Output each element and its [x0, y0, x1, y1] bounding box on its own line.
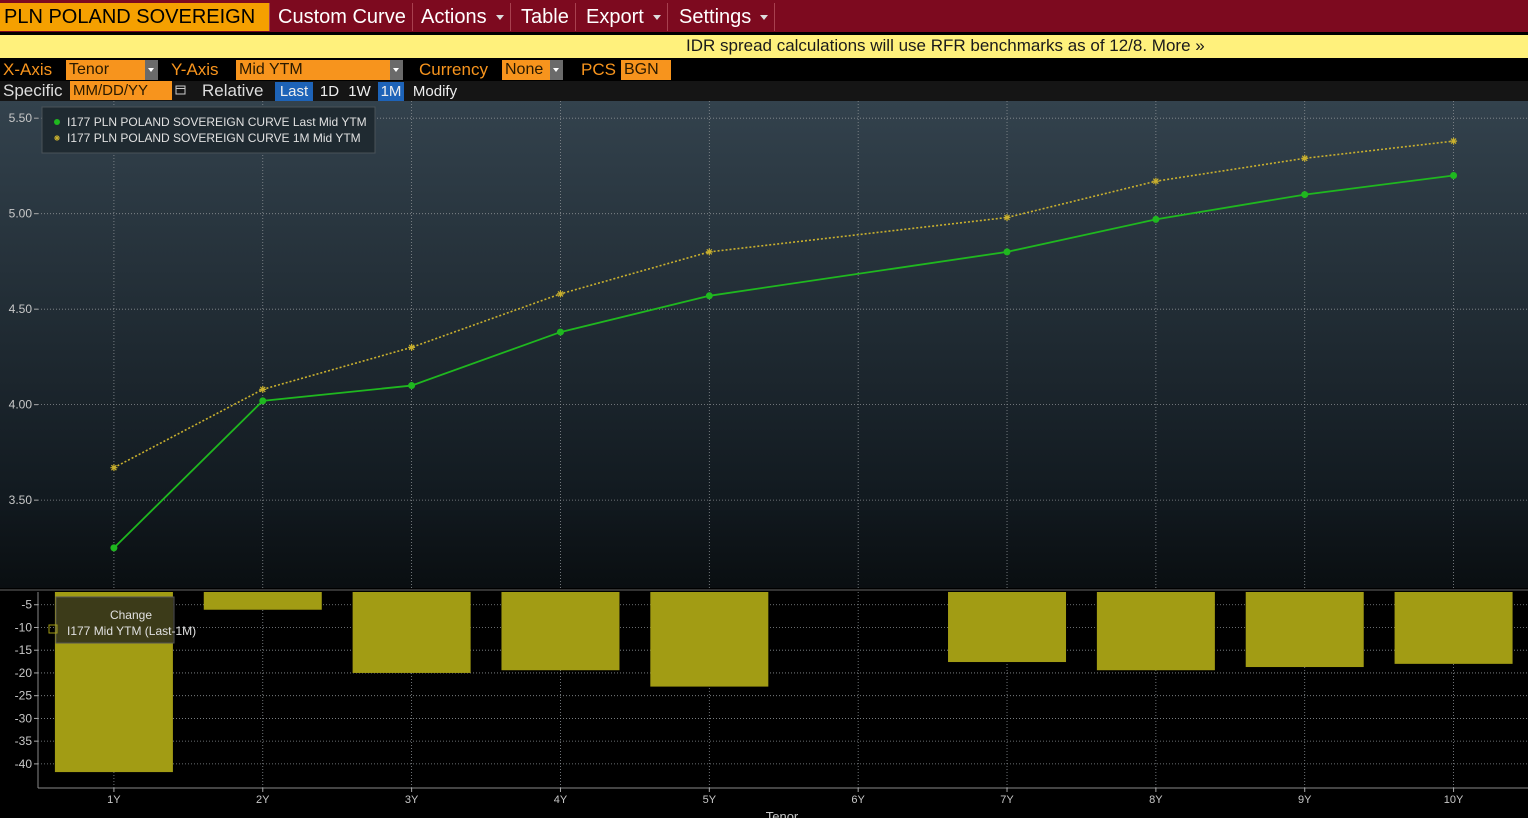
bar: [1394, 592, 1513, 664]
point-marker: [1450, 137, 1458, 145]
point-marker: [408, 343, 416, 351]
date-controls: Specific MM/DD/YY Relative Last 1D 1W 1M Mod…: [0, 81, 1528, 101]
legend: Change I177 Mid YTM (Last-1M): [48, 596, 196, 644]
legend-label: I177 PLN POLAND SOVEREIGN CURVE 1M Mid Y…: [67, 131, 361, 145]
dropdown[interactable]: Tenor: [66, 60, 146, 80]
label: Relative: [202, 81, 264, 100]
y-tick-label: 5.50: [9, 111, 33, 125]
relative-button[interactable]: 1W: [348, 83, 371, 100]
y-tick-label: 4.50: [9, 302, 33, 316]
point-marker: [1003, 213, 1011, 221]
point-marker: [1152, 177, 1160, 185]
legend-marker: [54, 119, 60, 125]
bar: [1245, 592, 1364, 668]
point-marker: [408, 382, 416, 390]
y-tick-label: -30: [15, 711, 33, 725]
menu-item[interactable]: Custom Curve: [272, 3, 413, 31]
y-tick-label: -20: [15, 666, 33, 680]
point-marker: [1301, 191, 1309, 199]
x-tick-label: 2Y: [256, 794, 270, 806]
banner-text[interactable]: IDR spread calculations will use RFR ben…: [686, 36, 1205, 55]
bar: [203, 592, 322, 610]
legend-box: [41, 106, 376, 154]
relative-button[interactable]: 1M: [378, 82, 404, 101]
x-tick-label: 8Y: [1149, 794, 1163, 806]
y-tick-label: 5.00: [9, 207, 33, 221]
legend-marker: [54, 135, 60, 141]
menu-item[interactable]: Settings: [673, 3, 776, 31]
legend-title: Change: [110, 608, 152, 622]
menu-label: Settings: [679, 6, 752, 28]
legend-box: [55, 596, 175, 644]
point-marker: [1003, 248, 1011, 256]
legend: I177 PLN POLAND SOVEREIGN CURVE Last Mid…: [41, 106, 376, 154]
point-marker: [556, 290, 564, 298]
y-tick-label: 4.00: [9, 398, 33, 412]
x-axis-label: Tenor: [766, 809, 799, 818]
y-tick-label: -35: [15, 734, 33, 748]
point-marker: [705, 292, 713, 300]
label: X-Axis: [3, 60, 53, 79]
point-marker: [259, 385, 267, 393]
series-line: [113, 140, 1454, 469]
menu-label: Export: [586, 6, 644, 28]
security-field[interactable]: PLN POLAND SOVEREIGN CU: [0, 3, 270, 56]
label: Specific: [3, 81, 63, 100]
y-tick-label: -10: [15, 620, 33, 634]
dropdown-arrow[interactable]: [390, 60, 403, 80]
chart-area: 3.50 4.00 4.50 5.00 5.50 I177 PLN POLAND SOVE…: [0, 101, 1528, 818]
label: PCS: [581, 60, 616, 79]
modify-button[interactable]: Modify: [412, 83, 458, 100]
label: Currency: [419, 60, 488, 79]
bar: [948, 592, 1067, 663]
point-marker: [110, 464, 118, 472]
x-tick-label: 5Y: [703, 794, 717, 806]
menu-bar: PLN POLAND SOVEREIGN CU Custom Curve Act…: [0, 0, 1528, 56]
point-marker: [110, 544, 118, 552]
calendar-icon[interactable]: [175, 84, 187, 96]
relative-button[interactable]: 1D: [319, 83, 340, 100]
dropdown[interactable]: Mid YTM: [236, 60, 391, 80]
point-marker: [1450, 171, 1458, 179]
legend-label: I177 PLN POLAND SOVEREIGN CURVE Last Mid…: [67, 115, 367, 129]
y-tick-label: -15: [15, 643, 33, 657]
x-tick-label: 9Y: [1298, 794, 1312, 806]
dropdown[interactable]: None: [502, 60, 550, 80]
input[interactable]: BGN: [621, 60, 671, 80]
bar: [1096, 592, 1215, 671]
y-tick-label: -5: [21, 598, 32, 612]
label: Y-Axis: [171, 60, 219, 79]
point-marker: [556, 328, 564, 336]
bar: [501, 592, 620, 671]
point-marker: [1152, 215, 1160, 223]
y-tick-label: 3.50: [9, 493, 33, 507]
x-tick-label: 7Y: [1000, 794, 1014, 806]
dropdown-arrow[interactable]: [145, 60, 158, 80]
y-tick-label: -25: [15, 689, 33, 703]
relative-button[interactable]: Last: [275, 82, 313, 101]
x-tick-label: 3Y: [405, 794, 419, 806]
y-tick-label: -40: [15, 757, 33, 771]
axis-controls: X-Axis Tenor Y-Axis Mid YTM Currency Non…: [0, 59, 1528, 81]
point-marker: [705, 248, 713, 256]
menu-item[interactable]: Export: [580, 3, 668, 31]
point-marker: [1301, 154, 1309, 162]
bar: [650, 592, 769, 687]
legend-marker: [48, 624, 58, 634]
bar: [352, 592, 471, 673]
legend-label: I177 Mid YTM (Last-1M): [67, 624, 196, 638]
point-marker: [259, 397, 267, 405]
banner[interactable]: IDR spread calculations will use RFR ben…: [0, 35, 1528, 58]
menu-item[interactable]: Actions: [415, 3, 511, 31]
x-tick-label: 10Y: [1444, 794, 1464, 806]
x-tick-label: 4Y: [554, 794, 568, 806]
menu-item[interactable]: Table: [515, 3, 576, 31]
x-tick-label: 1Y: [107, 794, 121, 806]
x-tick-label: 6Y: [851, 794, 865, 806]
dropdown-arrow[interactable]: [550, 60, 563, 80]
date-input[interactable]: MM/DD/YY: [70, 81, 172, 100]
menu-label: Actions: [421, 6, 487, 28]
